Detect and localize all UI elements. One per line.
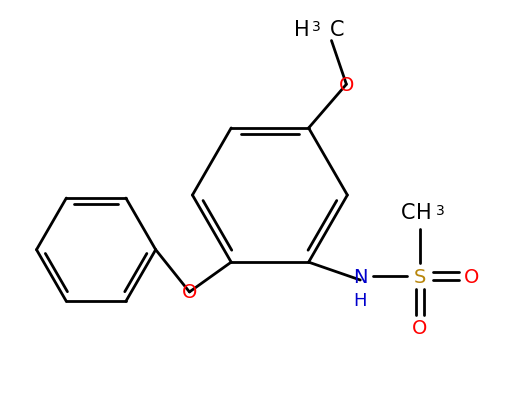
Text: H: H — [416, 203, 432, 223]
Text: C: C — [401, 203, 415, 223]
Text: S: S — [414, 267, 426, 286]
Text: N: N — [353, 267, 368, 286]
Text: H: H — [294, 19, 310, 40]
Text: H: H — [353, 291, 367, 309]
Text: 3: 3 — [436, 204, 445, 218]
Text: O: O — [464, 267, 479, 286]
Text: 3: 3 — [312, 19, 321, 34]
Text: O: O — [182, 283, 197, 302]
Text: O: O — [412, 318, 428, 337]
Text: O: O — [339, 76, 354, 94]
Text: C: C — [330, 19, 344, 40]
